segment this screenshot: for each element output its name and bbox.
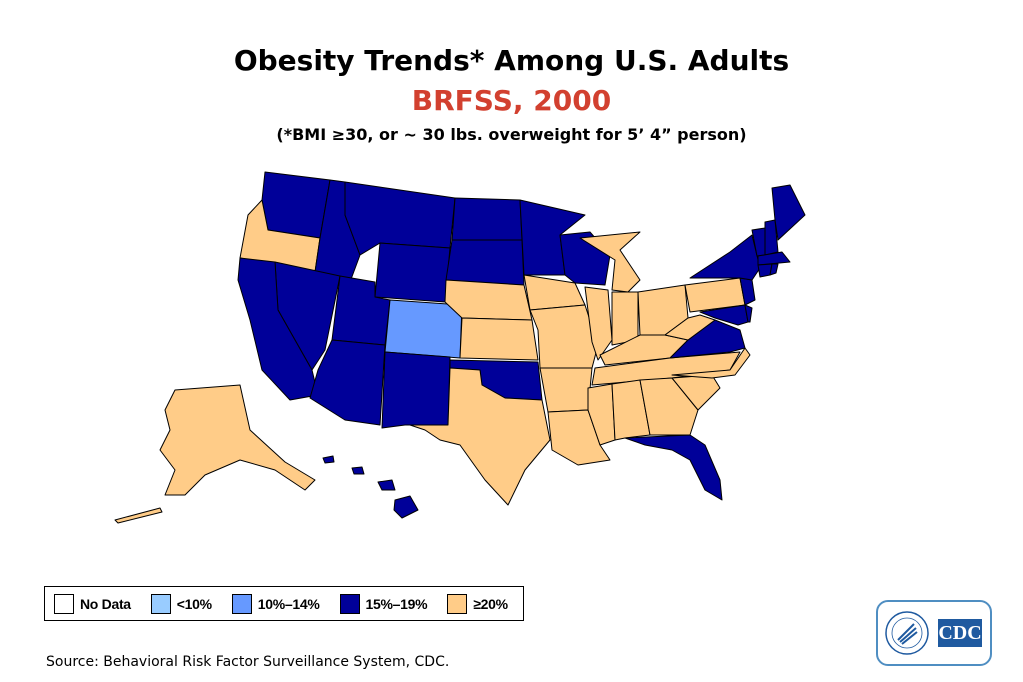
state-ND (451, 197, 523, 241)
legend-swatch (339, 593, 360, 614)
state-AR (539, 367, 593, 413)
state-AL (611, 379, 651, 441)
state-HI-main (393, 495, 419, 519)
bmi-note: (*BMI ≥30, or ~ 30 lbs. overweight for 5… (276, 125, 747, 144)
state-RI (769, 263, 779, 276)
state-MI (579, 231, 641, 293)
state-HI-maui (377, 479, 396, 491)
state-MA (757, 251, 791, 266)
state-KS (459, 317, 539, 361)
state-CA (237, 257, 319, 401)
state-NH (764, 219, 779, 256)
legend-item-no-data: No Data (54, 593, 141, 614)
state-IN (611, 291, 639, 346)
legend-label: 10%–14% (257, 595, 320, 612)
legend-swatch (150, 593, 171, 614)
state-AK (159, 384, 316, 496)
alaska-islands (114, 507, 163, 524)
legend-label: ≥20% (473, 595, 508, 612)
hhs-eagle-seal-icon (885, 611, 929, 655)
legend-item-ge20: ≥20% (447, 593, 518, 614)
cdc-logo: CDC (876, 600, 992, 666)
state-FL (624, 434, 723, 501)
state-DE (744, 304, 753, 323)
state-HI-kauai (322, 455, 335, 464)
legend-item-15-19: 15%–19% (339, 593, 438, 614)
state-MO (529, 304, 599, 369)
state-NY (689, 234, 761, 281)
state-AZ (309, 339, 386, 426)
state-WA (261, 171, 331, 239)
legend-label: 15%–19% (365, 595, 428, 612)
legend-item-lt10: <10% (150, 593, 222, 614)
state-WV (664, 314, 716, 341)
state-NE (444, 279, 533, 321)
state-TX (409, 367, 551, 506)
cdc-logo-text: CDC (938, 619, 982, 647)
state-SD (445, 239, 525, 286)
legend-item-10-14: 10%–14% (231, 593, 330, 614)
state-IL (584, 286, 613, 361)
legend-label: <10% (176, 595, 212, 612)
state-NC (671, 347, 751, 379)
state-MS (587, 383, 616, 446)
state-MD (699, 304, 749, 326)
state-HI-oahu (351, 466, 365, 475)
source-note: Source: Behavioral Risk Factor Surveilla… (46, 654, 450, 670)
map-title: Obesity Trends* Among U.S. Adults (233, 44, 790, 77)
state-WY (374, 242, 451, 303)
legend-swatch (54, 593, 74, 614)
map-legend: No Data <10% 10%–14% 15%–19% ≥20% (44, 586, 524, 621)
map-subtitle: BRFSS, 2000 (411, 84, 612, 117)
state-ME (771, 184, 806, 241)
legend-label: No Data (80, 595, 131, 612)
legend-swatch (231, 593, 252, 614)
state-NM (381, 351, 451, 429)
state-CO (384, 299, 463, 359)
legend-swatch (447, 593, 468, 614)
